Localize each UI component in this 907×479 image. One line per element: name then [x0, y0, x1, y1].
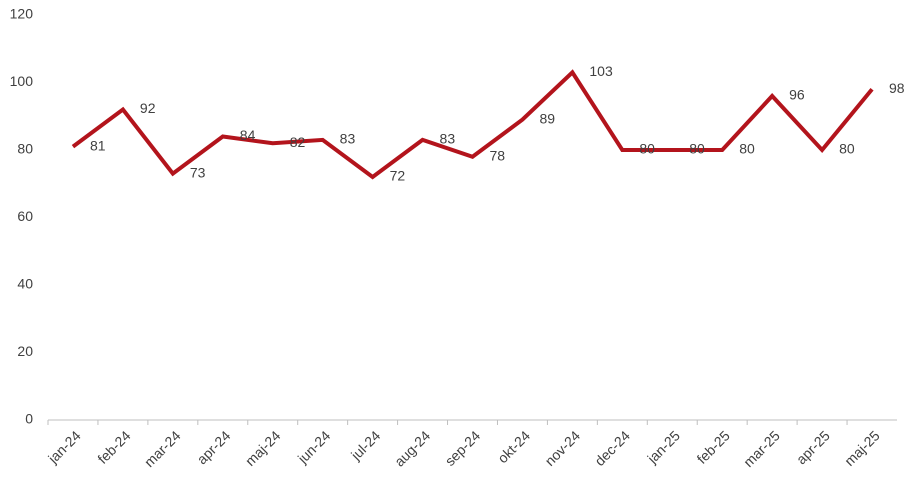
x-tick-label: okt-24 [494, 427, 533, 466]
x-tick-label: maj-25 [841, 427, 883, 469]
data-label: 72 [390, 168, 406, 184]
y-tick-label: 40 [17, 276, 33, 292]
data-label: 82 [290, 134, 306, 150]
y-tick-label: 60 [17, 208, 33, 224]
data-label: 73 [190, 164, 206, 180]
data-label: 89 [539, 110, 555, 126]
y-tick-label: 120 [10, 6, 34, 22]
y-tick-label: 20 [17, 343, 33, 359]
x-tick-label: mar-25 [740, 427, 783, 470]
line [71, 69, 874, 180]
data-label: 83 [440, 131, 456, 147]
x-tick-label: jan-25 [643, 427, 683, 467]
data-label: 78 [490, 147, 506, 163]
x-tick-label: apr-24 [194, 427, 234, 467]
data-label: 83 [340, 131, 356, 147]
x-tick-label: sep-24 [442, 427, 484, 469]
y-tick-label: 80 [17, 141, 33, 157]
data-label: 81 [90, 137, 106, 153]
data-label: 96 [789, 87, 805, 103]
data-label: 80 [739, 141, 755, 157]
x-tick-label: dec-24 [591, 427, 633, 469]
x-tick-label: mar-24 [141, 427, 184, 470]
x-tick-label: jan-24 [44, 427, 84, 467]
y-tick-label: 0 [25, 411, 33, 427]
data-label: 92 [140, 100, 156, 116]
x-tick-label: feb-25 [694, 427, 734, 467]
data-label: 80 [639, 141, 655, 157]
x-tick-label: apr-25 [793, 427, 833, 467]
x-tick-label: maj-24 [242, 427, 284, 469]
data-label: 98 [889, 80, 905, 96]
y-tick-label: 100 [10, 73, 34, 89]
data-label: 84 [240, 127, 256, 143]
data-label: 80 [689, 141, 705, 157]
data-label: 103 [589, 63, 613, 79]
x-tick-label: nov-24 [542, 427, 584, 469]
x-tick-label: jul-24 [347, 427, 383, 463]
x-tick-label: feb-24 [94, 427, 134, 467]
data-label: 80 [839, 141, 855, 157]
x-tick-label: jun-24 [294, 427, 334, 467]
x-tick-label: aug-24 [391, 427, 433, 469]
